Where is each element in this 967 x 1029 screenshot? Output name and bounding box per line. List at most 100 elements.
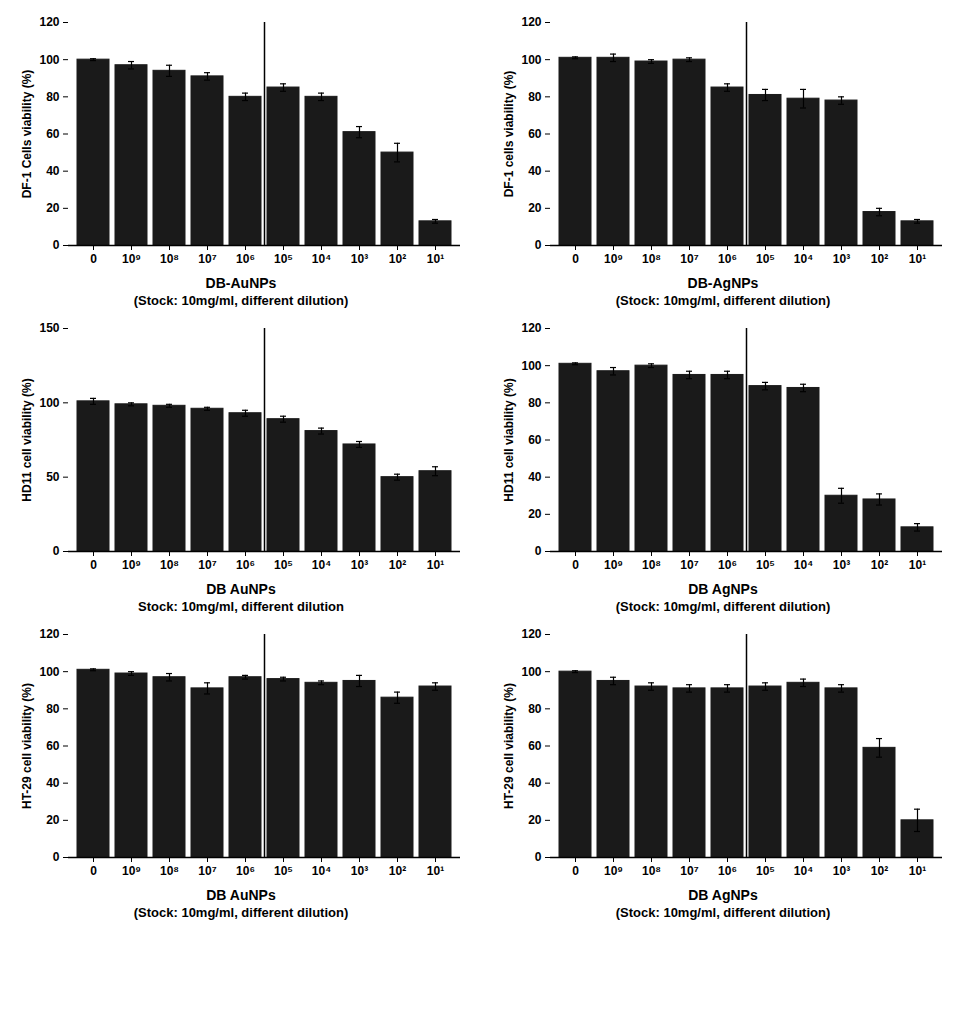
svg-text:10⁷: 10⁷ <box>680 864 698 878</box>
svg-text:60: 60 <box>528 127 542 141</box>
svg-text:10⁴: 10⁴ <box>794 864 813 878</box>
svg-text:20: 20 <box>528 813 542 827</box>
svg-text:20: 20 <box>46 201 60 215</box>
svg-text:10¹: 10¹ <box>909 864 926 878</box>
svg-text:80: 80 <box>46 90 60 104</box>
svg-text:10²: 10² <box>389 864 406 878</box>
svg-text:10⁹: 10⁹ <box>122 252 141 266</box>
svg-text:0: 0 <box>572 558 579 572</box>
svg-text:0: 0 <box>53 238 60 252</box>
svg-text:10⁴: 10⁴ <box>312 864 331 878</box>
svg-text:10⁶: 10⁶ <box>236 864 255 878</box>
svg-text:0: 0 <box>90 864 97 878</box>
svg-text:40: 40 <box>528 776 542 790</box>
svg-text:10⁹: 10⁹ <box>122 864 141 878</box>
svg-text:0: 0 <box>53 850 60 864</box>
svg-text:0: 0 <box>572 252 579 266</box>
svg-text:60: 60 <box>46 739 60 753</box>
svg-text:10⁷: 10⁷ <box>198 558 216 572</box>
svg-text:100: 100 <box>39 53 59 67</box>
svg-text:10³: 10³ <box>833 252 850 266</box>
svg-text:120: 120 <box>39 15 59 29</box>
svg-text:10³: 10³ <box>351 864 368 878</box>
svg-text:120: 120 <box>39 627 59 641</box>
svg-text:20: 20 <box>46 813 60 827</box>
svg-text:40: 40 <box>46 164 60 178</box>
svg-text:80: 80 <box>528 702 542 716</box>
svg-text:10⁶: 10⁶ <box>236 558 255 572</box>
svg-text:60: 60 <box>528 739 542 753</box>
svg-text:10²: 10² <box>871 864 888 878</box>
svg-text:120: 120 <box>521 15 541 29</box>
svg-text:100: 100 <box>521 359 541 373</box>
svg-text:80: 80 <box>528 90 542 104</box>
svg-text:10⁸: 10⁸ <box>160 252 179 266</box>
svg-text:10³: 10³ <box>833 558 850 572</box>
svg-text:10⁸: 10⁸ <box>160 558 179 572</box>
svg-text:10⁷: 10⁷ <box>198 864 216 878</box>
svg-text:10¹: 10¹ <box>427 252 444 266</box>
svg-text:HT-29 cell viability (%): HT-29 cell viability (%) <box>20 683 34 809</box>
svg-text:10⁴: 10⁴ <box>312 558 331 572</box>
svg-text:10¹: 10¹ <box>909 558 926 572</box>
svg-text:20: 20 <box>528 507 542 521</box>
svg-text:10¹: 10¹ <box>909 252 926 266</box>
svg-text:10⁹: 10⁹ <box>604 558 623 572</box>
svg-text:60: 60 <box>528 433 542 447</box>
svg-text:0: 0 <box>572 864 579 878</box>
svg-text:10⁸: 10⁸ <box>642 864 661 878</box>
svg-text:10⁵: 10⁵ <box>274 252 293 266</box>
svg-text:DF-1 cells viability (%): DF-1 cells viability (%) <box>502 71 516 198</box>
svg-text:10³: 10³ <box>833 864 850 878</box>
svg-text:40: 40 <box>528 164 542 178</box>
svg-text:10⁴: 10⁴ <box>312 252 331 266</box>
svg-text:HT-29 cell viability (%): HT-29 cell viability (%) <box>502 683 516 809</box>
svg-text:DF-1 Cells viability (%): DF-1 Cells viability (%) <box>20 70 34 199</box>
svg-text:10⁶: 10⁶ <box>718 864 737 878</box>
svg-text:10³: 10³ <box>351 558 368 572</box>
svg-text:0: 0 <box>90 252 97 266</box>
svg-text:10¹: 10¹ <box>427 558 444 572</box>
svg-text:120: 120 <box>521 627 541 641</box>
svg-text:10⁵: 10⁵ <box>756 252 775 266</box>
svg-text:0: 0 <box>90 558 97 572</box>
svg-text:10⁴: 10⁴ <box>794 558 813 572</box>
svg-text:20: 20 <box>528 201 542 215</box>
svg-text:HD11 cell viability (%): HD11 cell viability (%) <box>20 378 34 501</box>
svg-text:10²: 10² <box>389 252 406 266</box>
svg-text:10⁷: 10⁷ <box>680 558 698 572</box>
svg-text:10⁵: 10⁵ <box>756 864 775 878</box>
svg-text:0: 0 <box>535 850 542 864</box>
svg-text:10⁵: 10⁵ <box>274 864 293 878</box>
svg-text:10⁸: 10⁸ <box>642 558 661 572</box>
svg-text:0: 0 <box>535 544 542 558</box>
svg-text:120: 120 <box>521 321 541 335</box>
svg-text:150: 150 <box>39 321 59 335</box>
svg-text:100: 100 <box>39 665 59 679</box>
svg-text:0: 0 <box>535 238 542 252</box>
svg-text:40: 40 <box>528 470 542 484</box>
svg-text:10²: 10² <box>389 558 406 572</box>
svg-text:10⁷: 10⁷ <box>198 252 216 266</box>
svg-text:10⁶: 10⁶ <box>718 252 737 266</box>
svg-text:10¹: 10¹ <box>427 864 444 878</box>
svg-text:10⁸: 10⁸ <box>642 252 661 266</box>
svg-text:HD11 cell viability (%): HD11 cell viability (%) <box>502 378 516 501</box>
svg-text:100: 100 <box>39 396 59 410</box>
svg-text:10⁶: 10⁶ <box>718 558 737 572</box>
svg-text:100: 100 <box>521 53 541 67</box>
svg-text:10⁹: 10⁹ <box>604 864 623 878</box>
svg-text:80: 80 <box>528 396 542 410</box>
svg-text:10⁶: 10⁶ <box>236 252 255 266</box>
svg-text:80: 80 <box>46 702 60 716</box>
svg-text:10²: 10² <box>871 252 888 266</box>
svg-text:40: 40 <box>46 776 60 790</box>
svg-text:0: 0 <box>53 544 60 558</box>
svg-text:50: 50 <box>46 470 60 484</box>
svg-text:10⁵: 10⁵ <box>274 558 293 572</box>
svg-text:10⁵: 10⁵ <box>756 558 775 572</box>
svg-text:10⁹: 10⁹ <box>604 252 623 266</box>
svg-text:10⁹: 10⁹ <box>122 558 141 572</box>
svg-text:10³: 10³ <box>351 252 368 266</box>
svg-text:10⁷: 10⁷ <box>680 252 698 266</box>
